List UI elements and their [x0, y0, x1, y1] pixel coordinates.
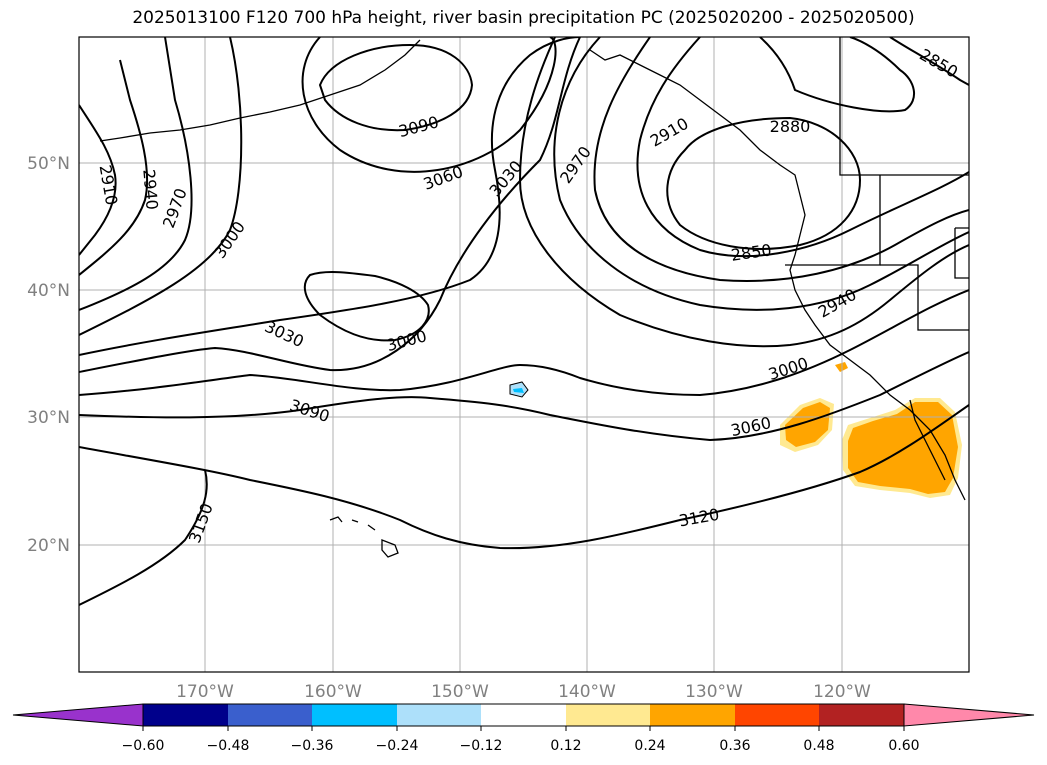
colorbar-tick-label: −0.12 [460, 738, 503, 754]
colorbar-segment [566, 704, 650, 726]
map-area [79, 37, 969, 672]
colorbar-tick-label: 0.24 [634, 738, 665, 754]
lon-label: 150°W [431, 682, 489, 702]
lat-label: 40°N [27, 281, 70, 301]
lon-label: 120°W [813, 682, 871, 702]
colorbar-tick-label: −0.24 [376, 738, 419, 754]
colorbar-tick-label: −0.36 [291, 738, 334, 754]
coastlines [99, 37, 969, 558]
colorbar-segment [397, 704, 481, 726]
colorbar-tick-label: 0.48 [803, 738, 834, 754]
colorbar-max-arrow [903, 703, 1035, 727]
lat-label: 20°N [27, 536, 70, 556]
lon-label: 160°W [304, 682, 362, 702]
lon-label: 170°W [176, 682, 234, 702]
colorbar-tick-label: 0.12 [550, 738, 581, 754]
contour-label: 2880 [770, 117, 811, 136]
graticule [79, 37, 969, 672]
lon-label: 130°W [685, 682, 743, 702]
map-title: 2025013100 F120 700 hPa height, river ba… [132, 8, 915, 28]
colorbar-tick-label: −0.60 [122, 738, 165, 754]
colorbar-tick-label: 0.36 [719, 738, 750, 754]
lon-label: 140°W [558, 682, 616, 702]
colorbar-segment [312, 704, 397, 726]
colorbar-segment [143, 704, 228, 726]
colorbar-segment [735, 704, 819, 726]
latitude-labels: 50°N 40°N 30°N 20°N [27, 154, 70, 556]
colorbar-segment [228, 704, 312, 726]
colorbar-segment [819, 704, 904, 726]
height-contours [79, 37, 969, 606]
longitude-labels: 170°W 160°W 150°W 140°W 130°W 120°W [176, 682, 871, 702]
colorbar-min-arrow [12, 703, 144, 727]
map-frame [78, 36, 970, 673]
colorbar-tick-label: −0.48 [207, 738, 250, 754]
colorbar-segment [650, 704, 735, 726]
colorbar-tick-label: 0.60 [888, 738, 919, 754]
lat-label: 30°N [27, 408, 70, 428]
colorbar-segment [481, 704, 566, 726]
contour-label: 2940 [139, 168, 161, 210]
colorbar: −0.60 −0.48 −0.36 −0.24 −0.12 0.12 0.24 … [12, 703, 1035, 754]
precip-shading [509, 362, 962, 498]
lat-label: 50°N [27, 154, 70, 174]
